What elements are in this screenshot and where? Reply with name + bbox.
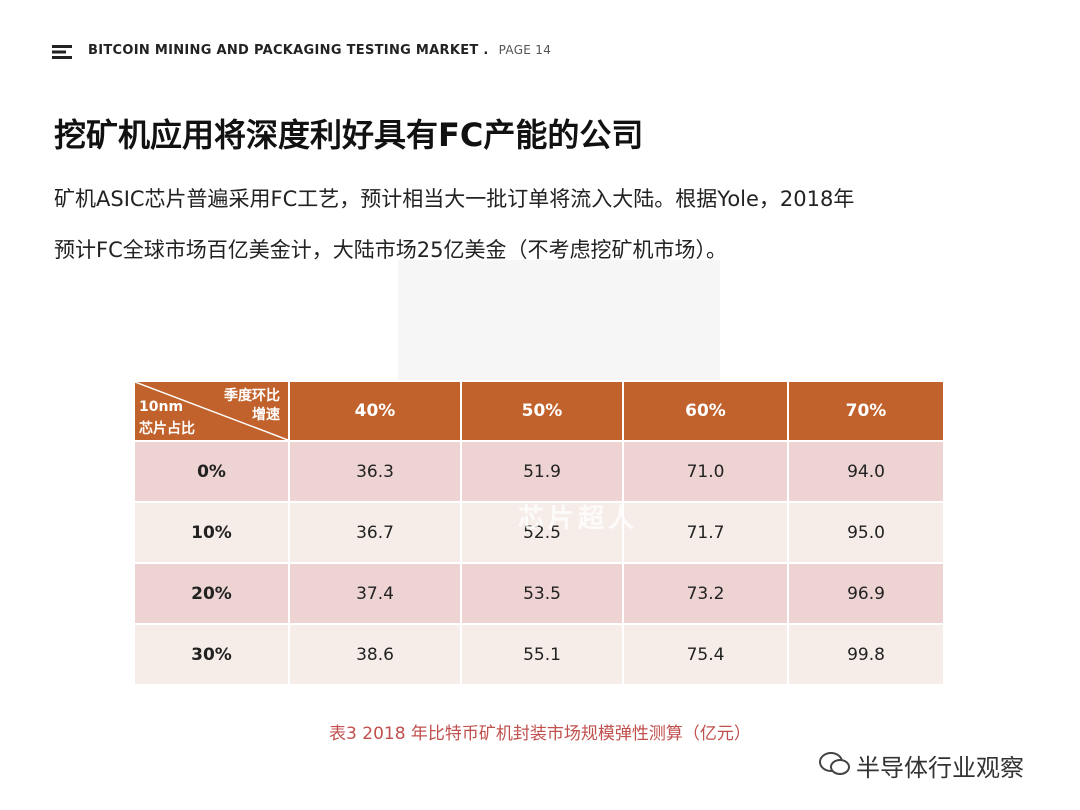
table-cell: 94.0 xyxy=(787,440,945,503)
corner-text: 10nm xyxy=(139,399,184,415)
table-row: 10% 36.7 52.5 71.7 95.0 xyxy=(133,501,945,564)
table-cell: 38.6 xyxy=(288,623,462,686)
row-label: 30% xyxy=(133,623,290,686)
table-cell: 55.1 xyxy=(460,623,624,686)
wechat-icon xyxy=(819,752,850,775)
row-label: 0% xyxy=(133,440,290,503)
table-cell: 75.4 xyxy=(622,623,789,686)
table-row: 20% 37.4 53.5 73.2 96.9 xyxy=(133,562,945,625)
table-cell: 71.7 xyxy=(622,501,789,564)
watermark-text: 芯片超人 xyxy=(518,504,639,534)
corner-text: 增速 xyxy=(252,407,280,423)
caption: 表3 2018 年比特币矿机封装市场规模弹性测算（亿元） xyxy=(329,724,751,744)
table-cell: 36.3 xyxy=(288,440,462,503)
header-row: 季度环比 增速 10nm 芯片占比 40% 50% 60% 70% xyxy=(133,380,945,442)
table-cell: 37.4 xyxy=(288,562,462,625)
table-cell: 95.0 xyxy=(787,501,945,564)
table-cell: 96.9 xyxy=(787,562,945,625)
table-cell: 71.0 xyxy=(622,440,789,503)
table-cell: 36.7 xyxy=(288,501,462,564)
row-label: 10% xyxy=(133,501,290,564)
watermark-text: 半导体行业观察 xyxy=(856,754,1024,782)
page-number: PAGE 14 xyxy=(498,43,552,57)
paragraph-line: 矿机ASIC芯片普遍采用FC工艺，预计相当大一批订单将流入大陆。根据Yole，2… xyxy=(54,187,855,211)
corner-text: 芯片占比 xyxy=(139,421,195,437)
menu-icon xyxy=(52,45,72,59)
table-row: 30% 38.6 55.1 75.4 99.8 xyxy=(133,623,945,686)
table-cell: 53.5 xyxy=(460,562,624,625)
header-title: BITCOIN MINING AND PACKAGING TESTING MAR… xyxy=(88,43,489,58)
table-cell: 52.5 xyxy=(460,501,624,564)
column-header: 60% xyxy=(622,380,789,442)
table-cell: 99.8 xyxy=(787,623,945,686)
column-header: 50% xyxy=(460,380,624,442)
table-cell: 51.9 xyxy=(460,440,624,503)
diagonal xyxy=(135,382,288,440)
corner-text: 季度环比 xyxy=(224,388,280,404)
header: BITCOIN MINING AND PACKAGING TESTING MAR… xyxy=(88,43,551,58)
data-table: 季度环比 增速 10nm 芯片占比 40% 50% 60% 70% 0% 36.3… xyxy=(133,380,945,686)
table-row: 0% 36.3 51.9 71.0 94.0 xyxy=(133,440,945,503)
column-header: 70% xyxy=(787,380,945,442)
corner-cell: 季度环比 增速 10nm 芯片占比 xyxy=(133,380,290,442)
slide-title: 挖矿机应用将深度利好具有FC产能的公司 xyxy=(54,116,644,154)
column-header: 40% xyxy=(288,380,462,442)
paragraph-line: 预计FC全球市场百亿美金计，大陆市场25亿美金（不考虑挖矿机市场）。 xyxy=(54,238,727,262)
table-cell: 73.2 xyxy=(622,562,789,625)
row-label: 20% xyxy=(133,562,290,625)
